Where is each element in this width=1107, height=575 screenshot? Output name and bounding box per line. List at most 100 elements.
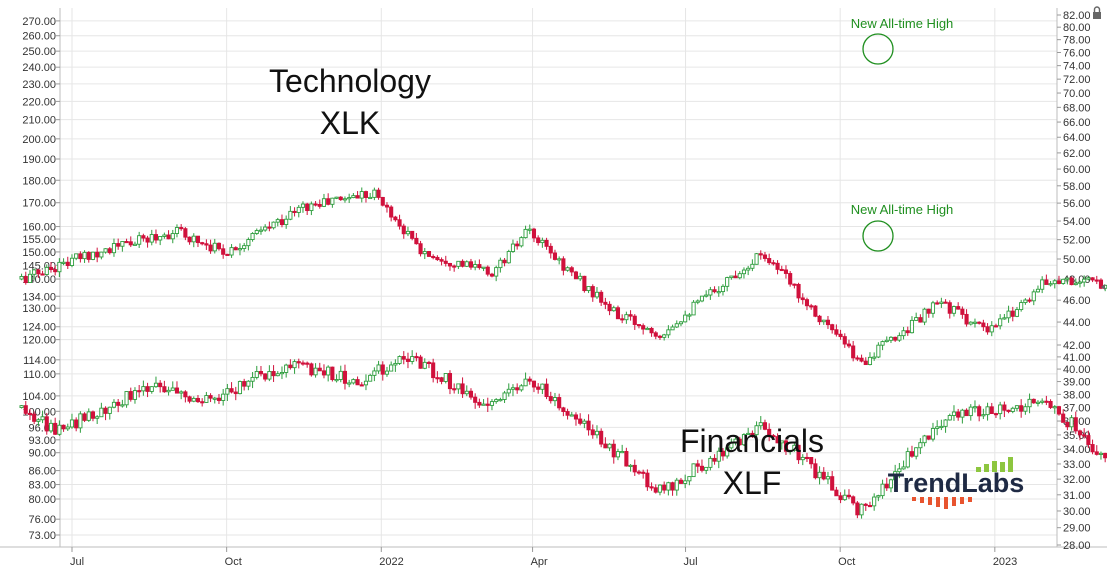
candle-body (716, 450, 721, 462)
candle-body (830, 476, 835, 491)
candle-body (922, 308, 927, 323)
candle-body (158, 382, 163, 388)
candle-body (981, 414, 986, 417)
right-tick-label: 28.00 (1063, 540, 1091, 552)
candle-body (750, 432, 755, 436)
candle-body (573, 271, 579, 280)
candle-body (1040, 279, 1045, 290)
candle-body (796, 444, 801, 461)
left-tick-label: 104.00 (22, 391, 56, 403)
candle-body (540, 239, 545, 244)
candle-body (254, 230, 259, 234)
candle-body (296, 206, 301, 213)
candle-body (263, 226, 268, 231)
candle-body (977, 406, 982, 417)
candle-body (393, 362, 398, 366)
candle-body (678, 321, 684, 325)
candle-body (645, 472, 650, 488)
left-tick-label: 150.00 (22, 247, 56, 259)
candle-body (607, 303, 612, 312)
candle-body (712, 289, 717, 293)
left-tick-label: 80.00 (28, 494, 56, 506)
candle-body (1098, 279, 1104, 289)
candle-body (32, 269, 37, 275)
xlf-title-line1: Financials (680, 423, 824, 459)
candle-body (1086, 435, 1091, 445)
candle-body (960, 409, 965, 418)
candle-body (842, 336, 847, 345)
left-tick-label: 250.00 (22, 46, 56, 58)
candle-body (86, 251, 91, 260)
candle-body (615, 307, 621, 320)
candle-body (48, 266, 54, 271)
candle-body (363, 380, 369, 386)
candle-body (687, 314, 692, 317)
candle-body (800, 456, 805, 461)
candle-body (124, 391, 129, 406)
candle-body (313, 203, 318, 206)
right-tick-label: 31.00 (1063, 490, 1091, 502)
candle-body (1086, 277, 1091, 280)
candle-body (771, 435, 776, 438)
candle-body (515, 243, 520, 247)
candle-body (86, 411, 91, 421)
candle-body (481, 403, 486, 406)
candle-body (670, 482, 675, 491)
candle-body (1090, 444, 1095, 453)
xlf-ath-circle (862, 220, 894, 252)
candle-body (737, 273, 742, 279)
candle-body (620, 451, 625, 454)
candle-body (418, 243, 423, 255)
candle-body (758, 422, 763, 427)
candle-body (804, 456, 810, 460)
candle-body (775, 436, 780, 444)
candle-body (968, 406, 973, 417)
candle-body (636, 324, 642, 327)
left-tick-label: 210.00 (22, 115, 56, 127)
candle-body (183, 228, 188, 238)
candle-body (187, 236, 192, 243)
candle-body (342, 370, 348, 384)
logo-bar (944, 497, 948, 509)
candle-body (746, 432, 751, 436)
candle-body (825, 476, 831, 480)
candle-body (603, 301, 608, 305)
left-tick-label: 110.00 (23, 369, 56, 381)
candle-body (1090, 277, 1095, 281)
candle-body (158, 236, 163, 241)
candle-body (439, 259, 444, 262)
candle-body (704, 466, 709, 471)
candle-body (1014, 405, 1020, 409)
candle-body (552, 252, 558, 260)
logo-bar (912, 497, 916, 501)
candle-body (977, 321, 982, 324)
lock-icon[interactable] (1093, 6, 1101, 19)
collapse-arrow-icon[interactable] (1101, 284, 1105, 290)
candle-body (998, 318, 1003, 327)
candle-body (372, 370, 377, 376)
candle-body (326, 198, 331, 205)
candle-body (145, 386, 150, 392)
left-tick-label: 270.00 (22, 16, 56, 28)
candle-body (1094, 451, 1099, 455)
candle-body (1061, 413, 1066, 423)
logo-bar (968, 497, 972, 502)
candle-body (880, 341, 885, 346)
candle-body (74, 419, 79, 429)
left-tick-label: 130.00 (22, 303, 56, 315)
candle-body (788, 449, 793, 452)
candle-body (884, 483, 889, 489)
candle-body (725, 447, 730, 457)
candle-body (758, 253, 763, 256)
candle-body (867, 356, 873, 366)
candle-body (368, 196, 373, 200)
candle-body (1082, 434, 1087, 437)
candle-body (90, 411, 96, 419)
logo-bar (976, 467, 981, 472)
candle-body (855, 502, 860, 516)
candle-body (57, 261, 62, 273)
candle-body (1073, 417, 1078, 432)
candle-body (943, 419, 948, 427)
